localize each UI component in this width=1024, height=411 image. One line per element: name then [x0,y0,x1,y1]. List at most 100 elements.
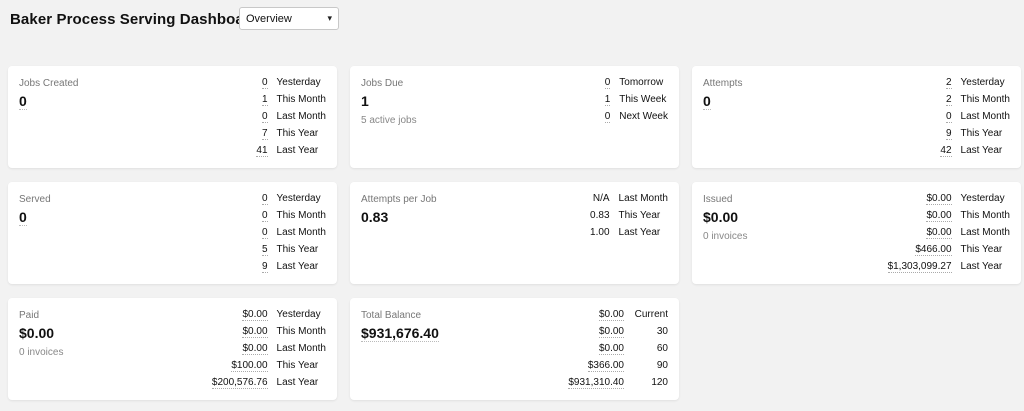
stat-row: N/A Last Month [590,192,668,209]
stat-period: Next Week [619,111,668,122]
card-total-balance[interactable]: Total Balance $931,676.40 $0.00 Current $… [350,298,679,400]
stat-value[interactable]: $200,576.76 [211,377,268,389]
card-issued[interactable]: Issued $0.00 0 invoices $0.00 Yesterday $… [692,182,1021,284]
card-label: Attempts [703,78,743,89]
stat-period: This Year [276,128,319,139]
stat-value[interactable]: $0.00 [926,193,952,205]
stat-row: 1 This Month [256,93,326,110]
stat-value[interactable]: 2 [945,77,952,89]
page-title: Baker Process Serving Dashboard [10,10,260,28]
stat-value[interactable]: $0.00 [598,343,624,355]
stat-value[interactable]: $0.00 [598,309,624,321]
chevron-down-icon: ▾ [327,13,332,23]
stat-period: This Week [619,94,667,105]
stat-period: 90 [656,360,668,371]
card-attempts[interactable]: Attempts 0 2 Yesterday 2 This Month 0 Last … [692,66,1021,168]
stat-value[interactable]: 0 [604,111,611,123]
stat-period: This Year [276,360,319,371]
card-label: Jobs Due [361,78,404,89]
stat-value[interactable]: $1,303,099.27 [887,261,952,273]
stat-value[interactable]: $0.00 [242,326,268,338]
stat-value[interactable]: 2 [945,94,952,106]
stat-value[interactable]: $0.00 [242,309,268,321]
stat-row: 5 This Year [261,243,326,260]
view-select[interactable]: Overview ▾ [239,7,339,30]
stat-row: $0.00 Yesterday [212,308,326,325]
stat-value[interactable]: 0 [945,111,952,123]
stat-row: 0 This Month [261,209,326,226]
stat-period: 120 [651,377,668,388]
stat-row: $1,303,099.27 Last Year [887,260,1010,277]
stat-value[interactable]: $0.00 [926,227,952,239]
stat-row: 0.83 This Year [590,209,668,226]
stat-value[interactable]: 0 [261,77,268,89]
stat-value[interactable]: 0 [604,77,611,89]
stat-row: $0.00 Yesterday [888,192,1010,209]
stat-period: 30 [656,326,668,337]
stat-value[interactable]: 7 [261,128,268,140]
stat-period: Last Year [276,145,319,156]
card-label: Served [19,194,51,205]
stat-row: $0.00 This Month [888,209,1010,226]
stat-period: This Month [960,94,1010,105]
card-paid[interactable]: Paid $0.00 0 invoices $0.00 Yesterday $0.… [8,298,337,400]
stat-period: Last Month [276,111,326,122]
stat-value: N/A [592,193,610,204]
card-attempts-per-job[interactable]: Attempts per Job 0.83 N/A Last Month 0.83… [350,182,679,284]
card-value[interactable]: 0 [19,93,27,110]
stat-value[interactable]: 0 [261,111,268,123]
stat-period: This Month [276,94,326,105]
stat-period: This Month [276,210,326,221]
stat-value[interactable]: 1 [261,94,268,106]
stat-value[interactable]: 1 [604,94,611,106]
card-value: 0.83 [361,209,389,225]
card-served[interactable]: Served 0 0 Yesterday 0 This Month 0 Last Mo… [8,182,337,284]
card-label: Jobs Created [19,78,79,89]
stat-value[interactable]: $0.00 [598,326,624,338]
stat-value[interactable]: 42 [940,145,952,157]
stat-value[interactable]: $466.00 [915,244,952,256]
card-value[interactable]: 0 [19,209,27,226]
stat-period: This Year [960,244,1003,255]
stat-period: This Year [618,210,661,221]
stat-value[interactable]: 5 [261,244,268,256]
stat-value: 1.00 [590,227,610,238]
stat-row: 0 Yesterday [256,76,326,93]
stat-value[interactable]: 41 [256,145,268,157]
stat-period: This Month [276,326,326,337]
stat-row: 0 Yesterday [261,192,326,209]
stat-row: 0 Tomorrow [604,76,668,93]
stat-value[interactable]: $0.00 [926,210,952,222]
card-value[interactable]: 0 [703,93,711,110]
card-subtext: 5 active jobs [361,115,417,126]
stat-value[interactable]: $366.00 [587,360,624,372]
stat-row: 1.00 Last Year [590,226,668,243]
stat-row: 0 Last Month [256,110,326,127]
stats-table: 0 Yesterday 0 This Month 0 Last Month 5 This… [261,192,326,277]
stat-period: Current [634,309,668,320]
stats-table: $0.00 Current $0.00 30 $0.00 60 $366.00 90 $… [568,308,668,393]
card-value[interactable]: $931,676.40 [361,325,439,342]
stat-value[interactable]: $931,310.40 [568,377,624,389]
stat-value[interactable]: $100.00 [231,360,268,372]
card-jobs-due[interactable]: Jobs Due 1 5 active jobs 0 Tomorrow 1 This… [350,66,679,168]
stat-value[interactable]: 0 [261,193,268,205]
stat-row: $0.00 Current [568,308,668,325]
stats-table: 0 Tomorrow 1 This Week 0 Next Week [604,76,668,127]
stat-period: Tomorrow [619,77,664,88]
stat-period: Last Month [276,227,326,238]
stat-period: This Year [276,244,319,255]
card-value: $0.00 [19,325,55,341]
stat-value[interactable]: 0 [261,227,268,239]
stat-value[interactable]: 9 [261,261,268,273]
stat-row: $0.00 This Month [212,325,326,342]
card-subtext: 0 invoices [19,347,64,358]
stat-period: Last Year [960,261,1003,272]
stat-value[interactable]: 9 [945,128,952,140]
stat-value[interactable]: 0 [261,210,268,222]
stat-row: $466.00 This Year [888,243,1010,260]
stat-row: $0.00 Last Month [888,226,1010,243]
stat-value[interactable]: $0.00 [242,343,268,355]
